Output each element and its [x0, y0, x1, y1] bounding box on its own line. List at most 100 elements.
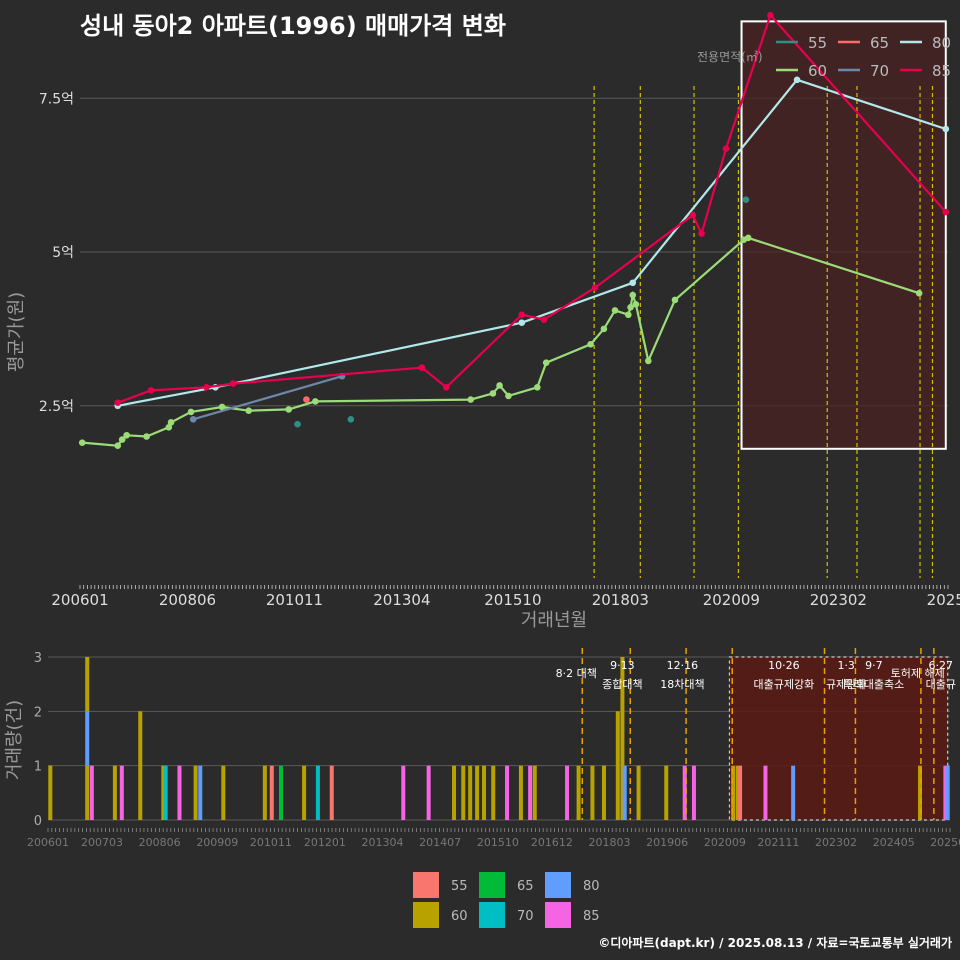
bar-legend-swatch-65: [479, 872, 505, 898]
legend-label-60: 60: [808, 62, 827, 80]
x-tick-label: 201011: [250, 836, 292, 849]
point-60: [744, 234, 752, 242]
legend-label-65: 65: [870, 34, 889, 52]
bar-legend-swatch-60: [413, 902, 439, 928]
point-85: [698, 230, 705, 237]
point-60: [611, 307, 619, 314]
point-60: [78, 439, 86, 446]
point-60: [187, 408, 195, 416]
policy-label: 8·2 대책: [556, 667, 597, 680]
point-60: [123, 431, 130, 439]
volume-bar-60: [161, 765, 166, 820]
point-80: [793, 76, 801, 84]
volume-bar-60: [918, 765, 923, 820]
point-60: [600, 325, 608, 333]
policy-date: 9·13: [610, 659, 635, 672]
policy-label: 토허제 해제: [891, 666, 945, 680]
volume-bar-70: [163, 765, 168, 820]
bar-legend-swatch-80: [545, 872, 571, 898]
volume-bar-65: [278, 765, 283, 820]
volume-bar-85: [943, 765, 948, 820]
series-line-80: [117, 78, 947, 407]
volume-bar-60: [475, 765, 480, 820]
point-85: [591, 284, 599, 291]
volume-bar-60: [615, 711, 620, 820]
series-line-85: [117, 13, 947, 404]
volume-bar-60: [221, 765, 226, 820]
source-footer: ©디아파트(dapt.kr) / 2025.08.13 / 자료=국토교통부 실…: [598, 936, 952, 950]
volume-bar-85: [426, 765, 431, 820]
volume-bar-60: [112, 765, 117, 820]
point-60: [218, 403, 226, 411]
x-tick-label: 201803: [589, 836, 631, 849]
volume-bar-70: [315, 765, 320, 820]
point-60: [245, 407, 253, 414]
y-tick-label: 3: [34, 651, 42, 666]
volume-bar-60: [138, 711, 143, 820]
volume-bar-85: [528, 765, 533, 820]
x-tick-label: 201906: [646, 836, 688, 849]
point-60: [489, 390, 497, 397]
area-legend: 전용면적(㎡) 55 65 80 60 70 85: [697, 34, 951, 80]
policy-label: 특례대출축소: [844, 678, 905, 691]
volume-bar-85: [119, 765, 124, 820]
y-tick-label: 1: [34, 760, 42, 775]
volume-bar-85: [505, 765, 510, 820]
x-axis-label: 거래년월: [521, 610, 587, 631]
volume-bar-80: [791, 765, 796, 820]
x-tick-label: 201612: [531, 836, 573, 849]
point-70: [189, 415, 197, 423]
x-tick-label: 200601: [27, 836, 69, 849]
y-tick-label: 5억: [52, 245, 74, 261]
volume-bar-80: [622, 765, 627, 820]
point-55: [294, 420, 301, 428]
volume-chart: 0 1 2 3 거래량(건) 8·2 대책 9·13 종합대책 12·16 18차대책 10·26 대…: [4, 648, 960, 849]
point-60: [114, 442, 122, 450]
legend-label-80: 80: [932, 34, 951, 52]
y-axis-label: 평균가(원): [6, 292, 27, 372]
x-tick-label: 202302: [815, 836, 857, 849]
volume-bar-60: [452, 765, 457, 820]
series-line-60: [82, 236, 920, 447]
point-80: [942, 125, 950, 133]
point-55: [347, 415, 355, 423]
bar-legend-label-65: 65: [517, 879, 534, 894]
legend-label-70: 70: [870, 62, 889, 80]
bar-legend-label-70: 70: [517, 909, 534, 924]
policy-date: 6·27: [929, 659, 954, 672]
chart-title: 성내 동아2 아파트(1996) 매매가격 변화: [80, 12, 506, 40]
x-tick-label: 201407: [419, 836, 461, 849]
point-85: [203, 384, 210, 391]
volume-bar-55: [329, 765, 334, 820]
volume-bar-85: [401, 765, 406, 820]
volume-bar-60: [461, 765, 466, 820]
point-60: [627, 304, 634, 311]
point-85: [518, 311, 526, 319]
point-60: [167, 419, 175, 426]
volume-bar-85: [89, 765, 94, 820]
point-60: [645, 357, 652, 365]
x-tick-label: 202009: [703, 591, 760, 609]
point-85: [418, 364, 426, 371]
legend-label-55: 55: [808, 34, 827, 52]
bar-legend-swatch-70: [479, 902, 505, 928]
x-tick-label: 202009: [704, 836, 746, 849]
x-tick-label: 20250: [930, 836, 960, 849]
bar-legend-label-80: 80: [583, 879, 600, 894]
policy-label: 대출규: [926, 678, 956, 691]
x-tick-label: 201201: [304, 836, 346, 849]
point-60: [587, 340, 594, 348]
point-60: [496, 382, 503, 389]
x-tick-label: 201510: [484, 591, 541, 609]
volume-bar-80: [198, 765, 203, 820]
point-60: [629, 291, 637, 299]
x-tick-label: 200806: [139, 836, 181, 849]
x-tick-label: 200806: [159, 591, 216, 609]
y-tick-label: 7.5억: [39, 91, 74, 107]
policy-date: 1·3: [837, 659, 855, 672]
point-60: [165, 423, 173, 431]
bar-legend: 55 60 65 70 80 85: [413, 872, 600, 928]
policy-date: 12·16: [667, 659, 699, 672]
volume-bar-55: [269, 765, 274, 820]
point-60: [542, 359, 550, 367]
